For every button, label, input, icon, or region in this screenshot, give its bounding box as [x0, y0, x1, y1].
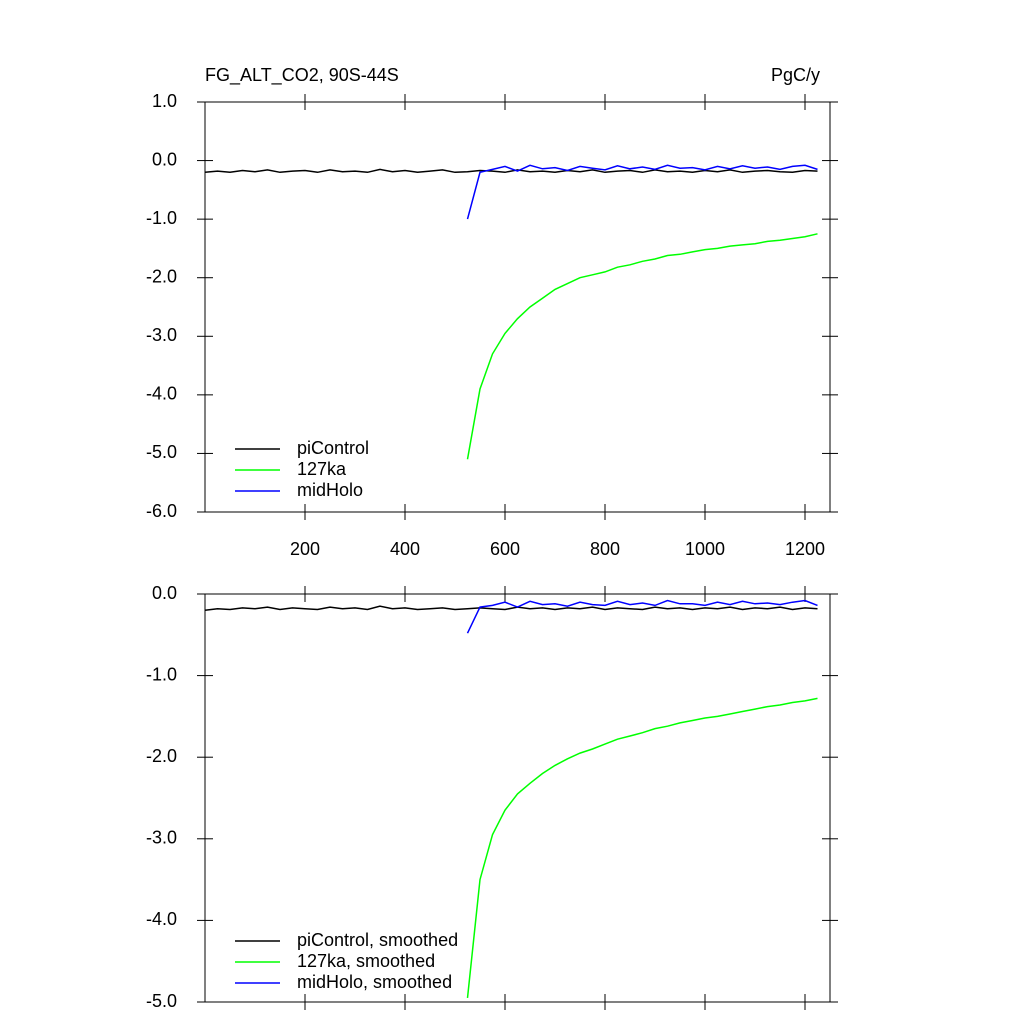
legend-label: piControl: [297, 438, 369, 458]
y-tick-label: -1.0: [146, 664, 177, 684]
legend-label: midHolo: [297, 480, 363, 500]
legend-label: 127ka, smoothed: [297, 951, 435, 971]
y-tick-label: 0.0: [152, 583, 177, 603]
y-tick-label: 1.0: [152, 91, 177, 111]
chart-title: FG_ALT_CO2, 90S-44S: [205, 65, 399, 86]
y-tick-label: -4.0: [146, 384, 177, 404]
y-tick-label: -5.0: [146, 991, 177, 1011]
y-tick-label: 0.0: [152, 149, 177, 169]
x-tick-label: 600: [490, 539, 520, 559]
x-tick-label: 400: [390, 539, 420, 559]
units-label: PgC/y: [771, 65, 820, 85]
legend-label: midHolo, smoothed: [297, 972, 452, 992]
x-tick-label: 1200: [785, 539, 825, 559]
y-tick-label: -5.0: [146, 442, 177, 462]
x-tick-label: 800: [590, 539, 620, 559]
y-tick-label: -3.0: [146, 828, 177, 848]
y-tick-label: -4.0: [146, 909, 177, 929]
x-tick-label: 200: [290, 539, 320, 559]
series-line: [466, 164, 818, 220]
y-tick-label: -2.0: [146, 746, 177, 766]
series-line: [466, 697, 818, 998]
series-line: [204, 168, 818, 174]
plot-frame: [204, 101, 831, 513]
series-line: [466, 233, 818, 460]
series-line: [204, 605, 818, 612]
plot-frame: [204, 593, 831, 1003]
legend-label: piControl, smoothed: [297, 930, 458, 950]
series-line: [466, 599, 818, 634]
y-tick-label: -3.0: [146, 325, 177, 345]
plot-panel: FG_ALT_CO2, 90S-44S PgC/y 1.0 0.0 -1.0 -2.0 -3…: [146, 65, 838, 559]
legend-label: 127ka: [297, 459, 347, 479]
plot-panel: 0.0 -1.0 -2.0 -3.0 -4.0 -5.0 piControl, smooth…: [146, 583, 838, 1011]
y-tick-label: -2.0: [146, 266, 177, 286]
x-tick-label: 1000: [685, 539, 725, 559]
y-tick-label: -1.0: [146, 208, 177, 228]
y-tick-label: -6.0: [146, 501, 177, 521]
